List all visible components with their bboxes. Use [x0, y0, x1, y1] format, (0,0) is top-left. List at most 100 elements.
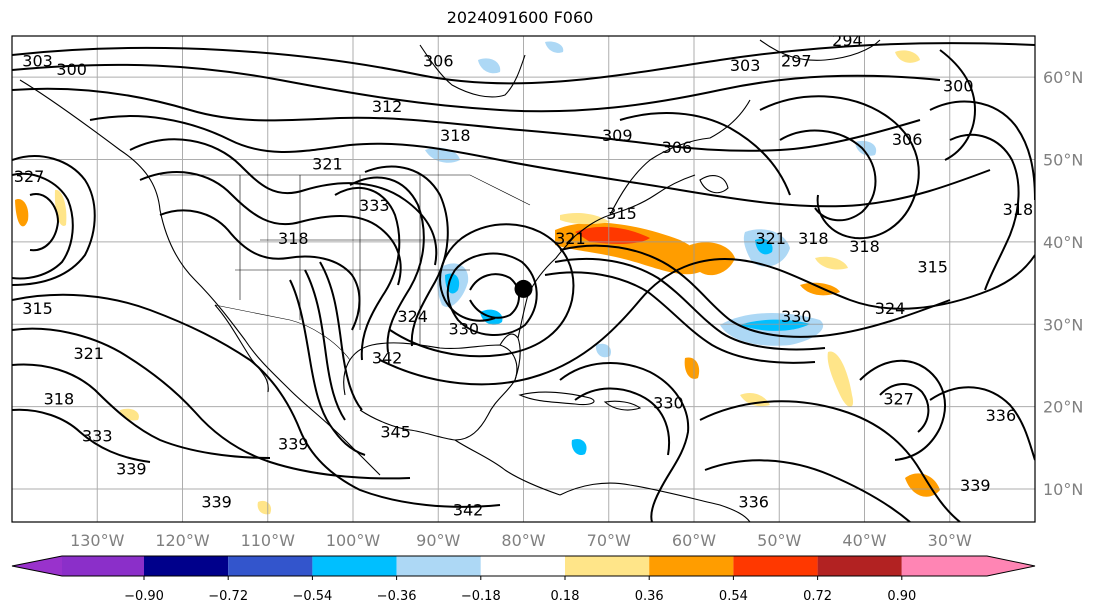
- colorbar-segment: [62, 556, 144, 576]
- latitude-tick-label: 10°N: [1043, 480, 1083, 499]
- contour-line: [12, 293, 501, 508]
- chart-title: 2024091600 F060: [446, 8, 594, 27]
- map-frame: [11, 35, 1036, 523]
- contour-label: 324: [875, 299, 906, 318]
- contour-line: [929, 386, 1035, 461]
- latitude-tick-label: 20°N: [1043, 398, 1083, 417]
- longitude-tick-label: 30°W: [928, 531, 972, 550]
- colorbar: −0.90 −0.72 −0.54 −0.36 −0.18 0.18 0.36 0.54 0.7…: [11, 555, 1036, 604]
- colorbar-segment: [396, 556, 481, 576]
- contour-line: [559, 362, 690, 522]
- contour-line: [704, 459, 911, 522]
- contour-label: 315: [917, 258, 948, 277]
- colorbar-outline: [11, 555, 1036, 577]
- contour-label: 321: [555, 229, 586, 248]
- contour-line: [349, 176, 425, 353]
- contour-label: 339: [201, 492, 232, 511]
- latitude-tick-label: 60°N: [1043, 68, 1083, 87]
- contour-label: 336: [738, 492, 769, 511]
- longitude-tick-label: 130°W: [70, 531, 125, 550]
- latitude-tick-label: 30°N: [1043, 315, 1083, 334]
- shade-region: [905, 473, 940, 497]
- colorbar-tick-label: −0.18: [461, 589, 501, 604]
- contour-label: 333: [359, 196, 390, 215]
- colorbar-segment: [565, 556, 650, 576]
- colorbar-segment: [733, 556, 818, 576]
- contour-label: 318: [278, 229, 309, 248]
- contour-line: [89, 115, 991, 208]
- contour-label: 324: [397, 307, 428, 326]
- coastline-south-america: [559, 482, 751, 522]
- contour-line: [12, 87, 921, 152]
- shade-region: [595, 343, 611, 358]
- contour-line: [12, 363, 271, 459]
- contour-label: 306: [662, 138, 693, 157]
- contour-line: [159, 209, 361, 331]
- colorbar-segment: [144, 556, 229, 576]
- coastline-baja: [214, 304, 269, 393]
- contour-line: [379, 254, 1035, 386]
- contour-label: 330: [653, 394, 684, 413]
- colorbar-segment: [901, 556, 987, 576]
- colorbar-tick-label: −0.90: [124, 589, 164, 604]
- contour-line: [939, 49, 977, 161]
- colorbar-segment: [228, 556, 313, 576]
- coastline-greenland: [759, 39, 881, 61]
- contour-line: [289, 279, 366, 456]
- contour-line: [619, 112, 791, 196]
- contour-label: 345: [380, 422, 411, 441]
- longitude-tick-label: 70°W: [587, 531, 631, 550]
- shade-region: [855, 140, 877, 156]
- contour-label: 297: [781, 52, 812, 71]
- longitude-tick-label: 60°W: [672, 531, 716, 550]
- longitude-tick-label: 90°W: [416, 531, 460, 550]
- longitude-tick-label: 110°W: [241, 531, 296, 550]
- contour-label: 318: [849, 237, 880, 256]
- contour-line: [446, 252, 538, 337]
- contour-label: 342: [372, 348, 403, 367]
- contour-label: 321: [755, 229, 786, 248]
- colorbar-tick-label: −0.72: [208, 589, 248, 604]
- shade-region: [827, 351, 854, 408]
- contour-line: [759, 95, 920, 240]
- border-state-lines: [235, 175, 470, 345]
- contour-label: 303: [22, 52, 53, 71]
- contour-label: 333: [82, 427, 113, 446]
- contour-line: [12, 327, 411, 480]
- graticule: [12, 36, 1035, 522]
- contour-label: 312: [372, 97, 403, 116]
- storm-center-marker: [514, 279, 533, 298]
- colorbar-segment: [312, 556, 397, 576]
- coastline-newfoundland: [699, 175, 729, 194]
- shade-region: [545, 41, 564, 53]
- contour-label: 321: [312, 155, 343, 174]
- contour-line: [304, 269, 346, 421]
- longitude-tick-label: 80°W: [501, 531, 545, 550]
- border-us-mexico: [214, 304, 351, 361]
- contour-line: [364, 165, 449, 347]
- contour-line: [389, 223, 575, 358]
- contour-line: [12, 42, 1035, 85]
- contour-label: 327: [14, 167, 45, 186]
- latitude-tick-label: 40°N: [1043, 233, 1083, 252]
- latitude-tick-labels: 10°N 20°N 30°N 40°N 50°N 60°N: [1043, 68, 1083, 499]
- longitude-tick-labels: 130°W 120°W 110°W 100°W 90°W 80°W 70°W 60°W 50°W…: [70, 531, 972, 550]
- longitude-tick-label: 120°W: [155, 531, 210, 550]
- contour-line: [139, 171, 402, 286]
- contour-line: [949, 133, 1020, 291]
- contour-line: [879, 383, 930, 433]
- colorbar-segment: [480, 556, 565, 576]
- coastline-central-america: [454, 439, 561, 496]
- contour-line: [699, 400, 961, 522]
- shade-region: [478, 58, 501, 74]
- coastline-hispaniola: [603, 400, 642, 411]
- contour-label: 342: [453, 501, 484, 520]
- contour-label: 318: [1003, 200, 1034, 219]
- colorbar-over-triangle: [987, 556, 1035, 576]
- contour-line: [129, 138, 438, 266]
- contour-line: [12, 408, 151, 463]
- contour-label: 327: [883, 389, 914, 408]
